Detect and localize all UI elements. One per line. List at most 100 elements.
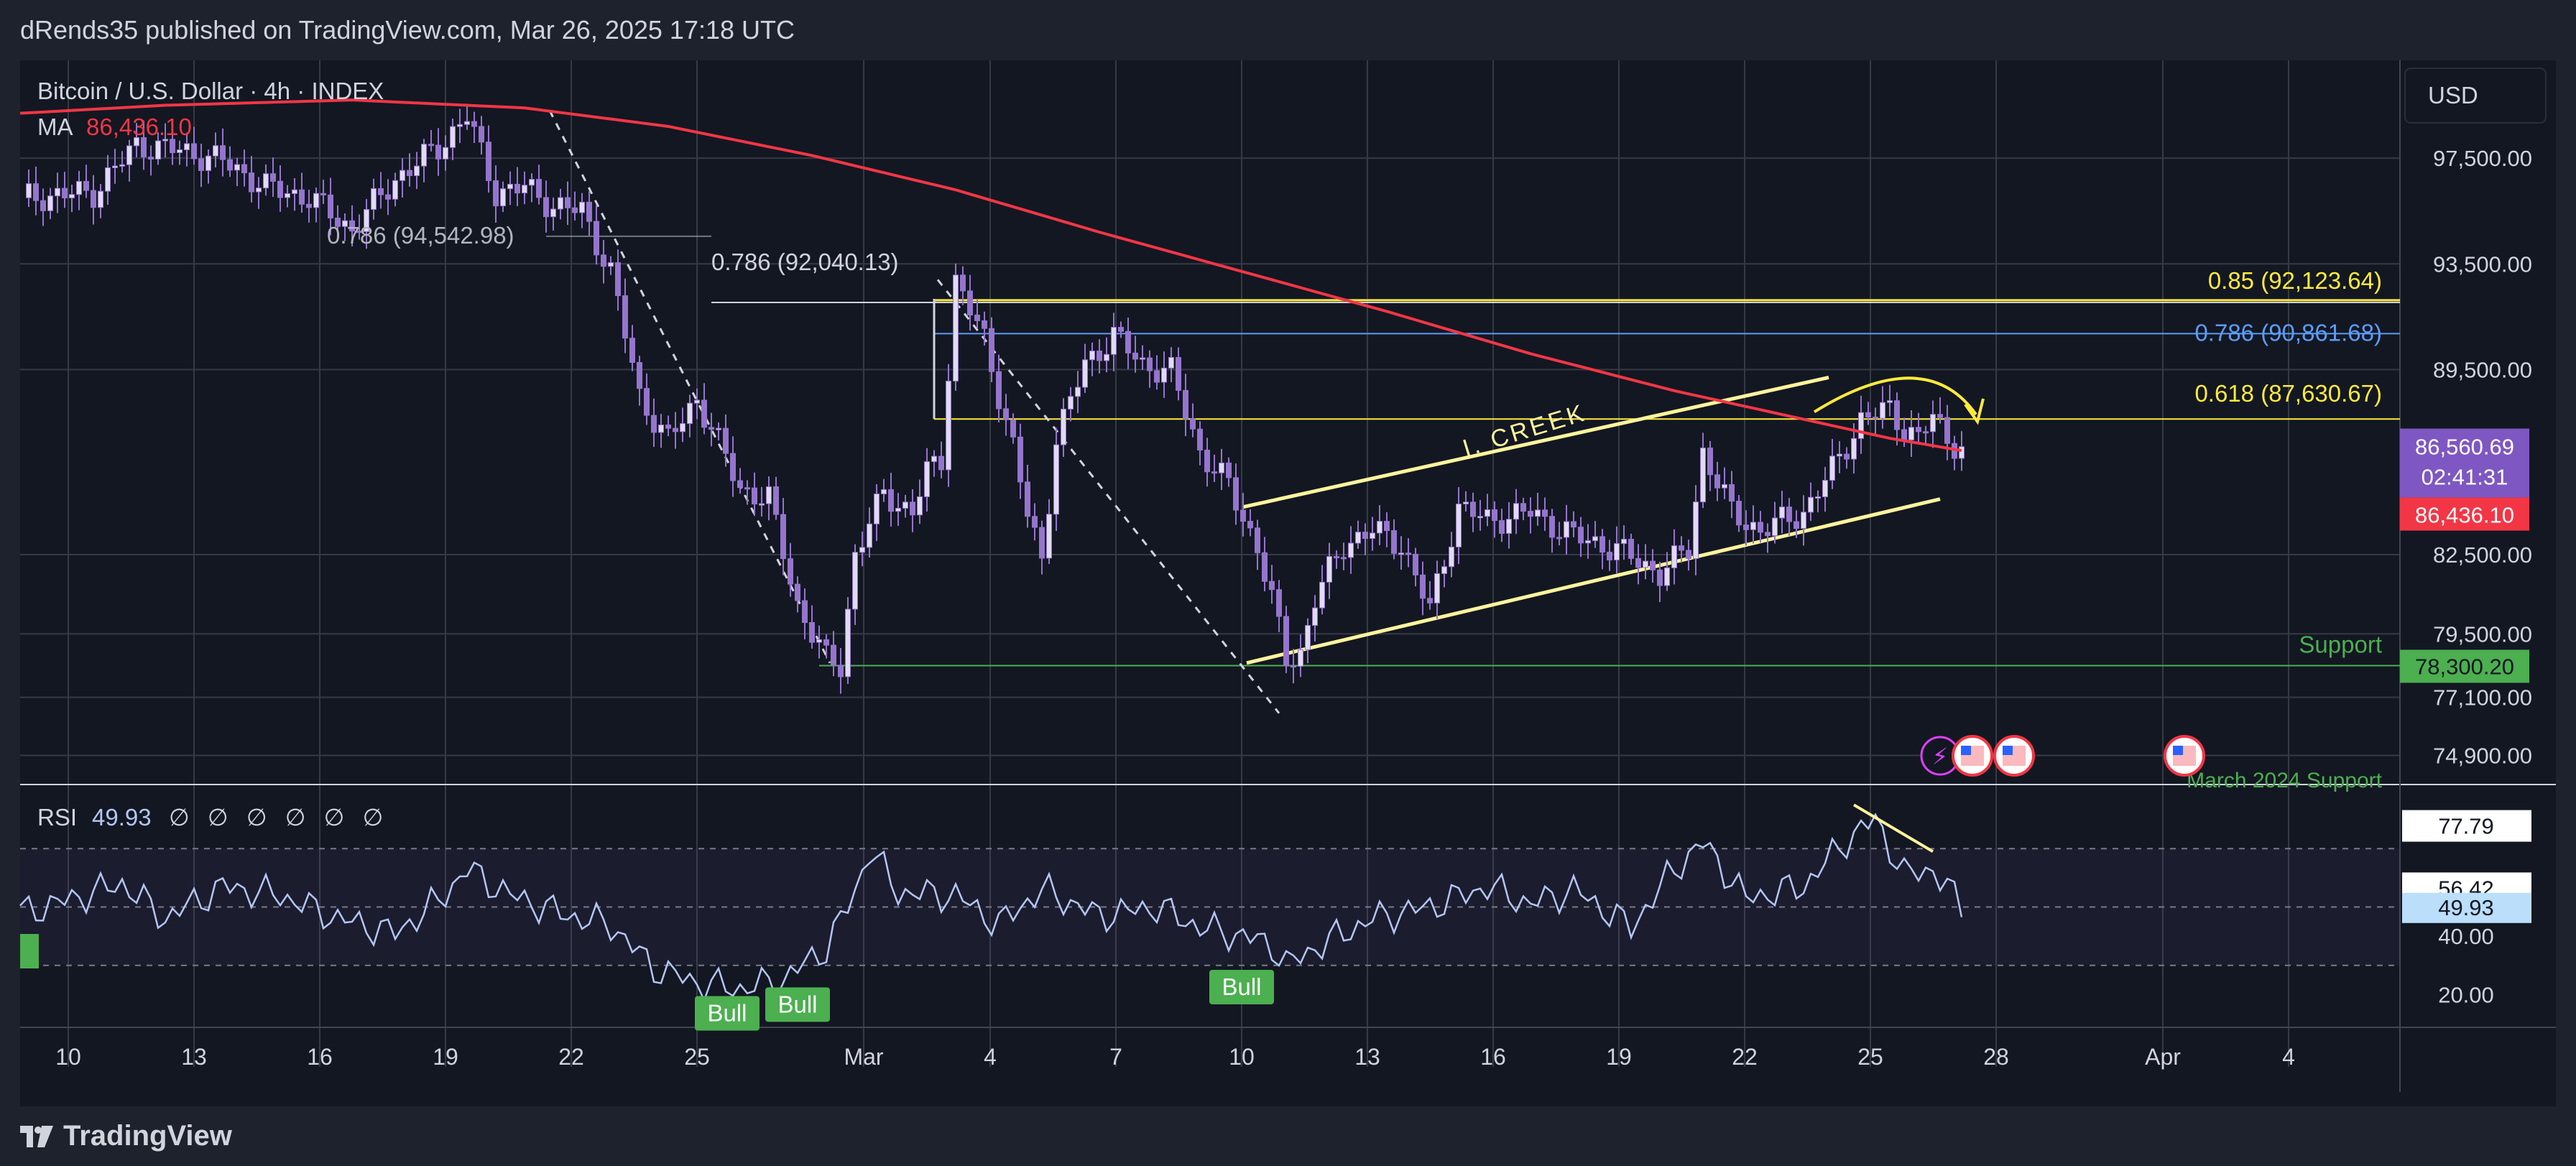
candle-body bbox=[1679, 545, 1684, 551]
candle-body bbox=[435, 144, 441, 159]
fib-label-0786-mid: 0.786 (92,040.13) bbox=[711, 249, 899, 275]
ma-legend-label: MA bbox=[37, 114, 73, 140]
candle-body bbox=[1039, 527, 1045, 559]
candle-body bbox=[62, 188, 68, 199]
candle-body bbox=[486, 142, 491, 182]
candle-body bbox=[1714, 474, 1720, 489]
rsi-pane: RSI 49.93 ∅ ∅ ∅ ∅ ∅ ∅ 77.7956.4249.9340.002… bbox=[19, 803, 2531, 1031]
curved-arrow bbox=[1813, 376, 1977, 416]
candle-body bbox=[1075, 387, 1081, 397]
curved-arrow-head bbox=[1964, 398, 1985, 425]
candle-body bbox=[421, 144, 427, 167]
candle-body bbox=[1621, 539, 1627, 545]
fib-diagonal-1 bbox=[548, 110, 831, 664]
candle-body bbox=[191, 143, 197, 159]
chart-title: Bitcoin / U.S. Dollar · 4h · INDEX bbox=[37, 78, 384, 104]
candle-body bbox=[1844, 453, 1850, 460]
candle-body bbox=[608, 262, 614, 267]
price-tick-label: 97,500.00 bbox=[2433, 146, 2532, 171]
candle-body bbox=[134, 137, 139, 147]
bull-signal-edge bbox=[20, 934, 39, 968]
date-tick-label: 22 bbox=[1732, 1044, 1758, 1070]
footer[interactable]: TradingView bbox=[0, 1106, 2576, 1166]
us-flag-canton-icon bbox=[1961, 746, 1971, 755]
candle-body bbox=[428, 144, 434, 147]
date-tick-label: 7 bbox=[1109, 1044, 1122, 1070]
candle-body bbox=[1384, 521, 1390, 532]
candle-body bbox=[1032, 516, 1038, 528]
candle-body bbox=[1111, 327, 1117, 355]
candle-body bbox=[1901, 429, 1907, 440]
candle-body bbox=[1499, 520, 1505, 534]
candle-body bbox=[1485, 509, 1490, 517]
price-tick-label: 77,100.00 bbox=[2433, 685, 2532, 711]
candle-body bbox=[26, 183, 32, 198]
candle-body bbox=[1916, 427, 1921, 432]
candle-body bbox=[1657, 569, 1663, 586]
candle-body bbox=[1283, 616, 1289, 667]
candle-body bbox=[112, 165, 118, 168]
candle-body bbox=[392, 180, 398, 200]
candle-body bbox=[1104, 353, 1109, 361]
bull-signal-label: Bull bbox=[1222, 973, 1261, 1000]
candle-body bbox=[349, 220, 355, 232]
candle-body bbox=[385, 194, 391, 200]
date-tick-label: 10 bbox=[1229, 1044, 1255, 1070]
candle-body bbox=[708, 427, 714, 430]
candle-body bbox=[809, 622, 815, 643]
lightning-glyph: ⚡ bbox=[1932, 744, 1948, 769]
date-tick-label: 16 bbox=[307, 1044, 333, 1070]
candle-body bbox=[1722, 483, 1727, 489]
date-tick-label: 16 bbox=[1480, 1044, 1506, 1070]
us-flag-canton-icon bbox=[2173, 746, 2183, 755]
candle-body bbox=[213, 145, 218, 157]
candle-body bbox=[780, 514, 786, 560]
fib-diagonal-2 bbox=[936, 279, 1280, 714]
candle-body bbox=[364, 209, 369, 232]
rsi-tag-current bbox=[2402, 892, 2531, 923]
price-tick-label: 93,500.00 bbox=[2433, 251, 2532, 277]
candle-body bbox=[989, 328, 994, 372]
fib-label-085: 0.85 (92,123.64) bbox=[2208, 267, 2382, 294]
candle-body bbox=[1046, 514, 1052, 559]
candle-body bbox=[1865, 412, 1871, 418]
candle-body bbox=[594, 221, 599, 256]
candle-body bbox=[1664, 567, 1670, 586]
candle-body bbox=[816, 639, 822, 643]
candle-body bbox=[198, 158, 204, 171]
candle-body bbox=[1923, 431, 1929, 434]
fib-label-0618: 0.618 (87,630.67) bbox=[2194, 380, 2382, 407]
candle-body bbox=[206, 155, 211, 171]
current-price-text: 86,560.69 bbox=[2415, 435, 2514, 460]
candle-body bbox=[1578, 527, 1584, 544]
candle-body bbox=[795, 583, 800, 601]
candle-body bbox=[1370, 532, 1375, 540]
candle-body bbox=[356, 231, 362, 233]
candle-body bbox=[414, 165, 420, 177]
price-tick-label: 89,500.00 bbox=[2433, 357, 2532, 382]
current-price-tag bbox=[2400, 428, 2529, 498]
candle-body bbox=[1750, 522, 1756, 530]
candle-body bbox=[1729, 483, 1735, 502]
candle-body bbox=[1204, 450, 1210, 473]
candle-body bbox=[982, 320, 987, 329]
countdown-text: 02:41:31 bbox=[2422, 465, 2508, 490]
candle-body bbox=[1858, 412, 1864, 439]
candle-body bbox=[744, 487, 750, 490]
support-price-tag-text: 78,300.20 bbox=[2415, 654, 2514, 679]
candle-body bbox=[1427, 598, 1433, 603]
candle-body bbox=[931, 455, 937, 463]
price-tick-label: 82,500.00 bbox=[2433, 542, 2532, 568]
rsi-legend-value: 49.93 bbox=[92, 804, 152, 830]
candle-body bbox=[47, 195, 53, 211]
candle-body bbox=[1326, 556, 1332, 583]
candle-body bbox=[1319, 581, 1325, 609]
candle-body bbox=[277, 180, 283, 198]
support-price-tag bbox=[2400, 649, 2529, 683]
candle-body bbox=[867, 523, 872, 548]
date-tick-label: 4 bbox=[984, 1044, 997, 1070]
tradingview-logo-icon bbox=[20, 1125, 53, 1147]
candle-body bbox=[1643, 560, 1648, 568]
date-tick-label: 19 bbox=[1606, 1044, 1632, 1070]
candle-body bbox=[579, 201, 585, 213]
